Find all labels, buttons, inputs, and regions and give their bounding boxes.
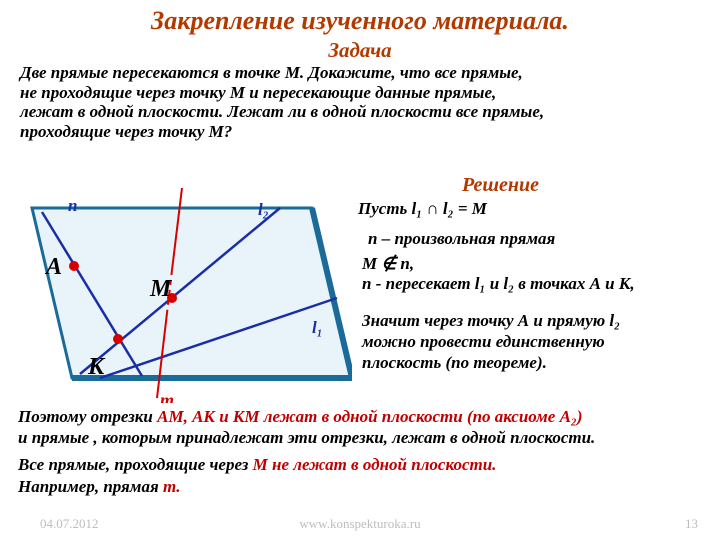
sol-s5b: можно провести единственную xyxy=(362,331,605,352)
solution-label: Решение xyxy=(462,174,539,197)
sol-s5a: Значит через точку А и прямую l₂ xyxy=(362,310,620,331)
svg-text:n: n xyxy=(68,196,77,215)
diagram-svg: А М Кn l₂ l₁ m xyxy=(12,188,352,403)
footer-date: 04.07.2012 xyxy=(40,516,99,532)
svg-text:m: m xyxy=(160,390,174,403)
svg-text:М: М xyxy=(149,276,173,302)
problem-text: Две прямые пересекаются в точке М. Докаж… xyxy=(0,63,720,141)
sol-s7-row: Все прямые, проходящие через М не лежат … xyxy=(18,454,708,475)
sol-s4: n - пересекает l₁ и l₂ в точках А и К, xyxy=(362,273,635,294)
problem-line2: не проходящие через точку М и пересекающ… xyxy=(20,83,702,103)
sol-s6a-em: АМ, АК и КМ лежат в одной плоскости (по … xyxy=(157,407,582,426)
sol-s3: М ∉ n, xyxy=(362,253,414,274)
sol-s8-em: m. xyxy=(163,477,180,496)
page-title: Закрепление изученного материала. xyxy=(0,0,720,36)
svg-text:l₂: l₂ xyxy=(258,200,269,219)
problem-label: Задача xyxy=(0,38,720,63)
problem-line3: лежат в одной плоскости. Лежат ли в одно… xyxy=(20,102,702,122)
geometry-diagram: АМКnl₂l₁m xyxy=(12,188,352,398)
problem-line1: Две прямые пересекаются в точке М. Докаж… xyxy=(20,63,702,83)
sol-s2: n – произвольная прямая xyxy=(368,228,555,249)
footer-pagenum: 13 xyxy=(685,516,698,532)
sol-s1: Пусть l₁ ∩ l₂ = М xyxy=(358,198,487,219)
sol-s6a-pre: Поэтому отрезки xyxy=(18,407,157,426)
problem-line4: проходящие через точку М? xyxy=(20,122,702,142)
sol-s7-pre: Все прямые, проходящие через xyxy=(18,455,253,474)
svg-text:А: А xyxy=(44,254,62,280)
svg-text:К: К xyxy=(87,354,106,380)
sol-s8-pre: Например, прямая xyxy=(18,477,163,496)
svg-text:l₁: l₁ xyxy=(312,318,323,337)
sol-s8-row: Например, прямая m. xyxy=(18,476,708,497)
sol-s7-em: М не лежат в одной плоскости. xyxy=(253,455,497,474)
sol-s5c: плоскость (по теореме). xyxy=(362,352,547,373)
sol-s6b: и прямые , которым принадлежат эти отрез… xyxy=(18,427,708,448)
footer-url: www.konspekturoka.ru xyxy=(299,516,420,532)
sol-s6-row: Поэтому отрезки АМ, АК и КМ лежат в одно… xyxy=(18,406,708,449)
